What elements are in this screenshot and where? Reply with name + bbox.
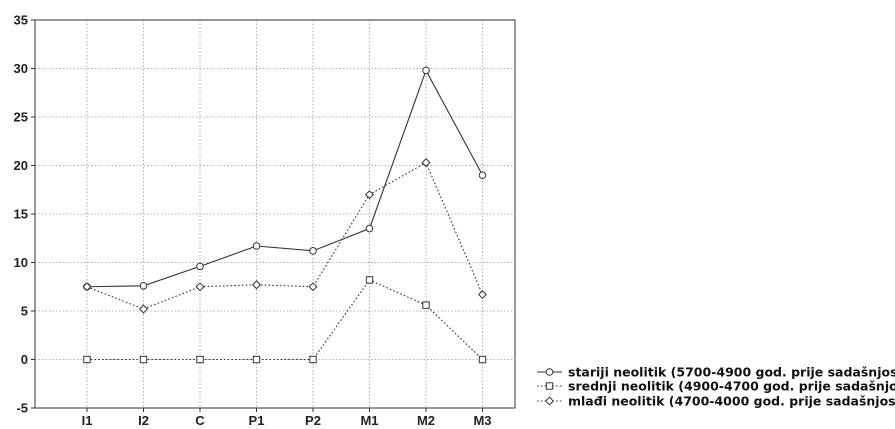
x-tick-label: M2 <box>417 413 435 428</box>
legend: stariji neolitik (5700-4900 god. prije s… <box>537 365 895 409</box>
data-point <box>196 355 204 364</box>
data-point <box>251 280 262 290</box>
x-tick-label: P2 <box>305 413 321 428</box>
data-point <box>196 262 204 271</box>
x-tick-label: P1 <box>249 413 265 428</box>
data-point <box>309 247 317 255</box>
legend-swatch-marker <box>544 396 555 406</box>
data-point <box>422 66 430 75</box>
series-srednji <box>83 276 487 364</box>
data-point <box>365 224 374 233</box>
legend-swatch-marker <box>545 368 554 376</box>
data-point <box>252 355 261 364</box>
data-point <box>478 355 487 364</box>
y-tick-label: 25 <box>14 110 28 125</box>
data-point <box>309 355 317 364</box>
y-tick-label: 15 <box>14 207 28 222</box>
x-tick-label: M1 <box>360 413 378 428</box>
data-point <box>139 355 148 364</box>
y-tick-label: 20 <box>14 158 28 173</box>
y-tick-label: 35 <box>14 13 28 28</box>
grid-lines <box>35 20 515 408</box>
series-mladji <box>82 158 488 314</box>
x-axis-ticks: I1 I2 C P1 P2 M1 M2 M3 <box>82 408 492 428</box>
series-line <box>86 69 483 288</box>
data-point <box>83 355 91 364</box>
x-tick-label: I1 <box>82 413 93 428</box>
legend-swatch-marker <box>545 382 554 390</box>
x-tick-label: M3 <box>473 413 491 428</box>
y-tick-label: -5 <box>16 401 28 416</box>
y-tick-label: 30 <box>14 61 28 76</box>
series-stariji <box>83 66 487 291</box>
data-point <box>195 282 205 292</box>
series-group <box>82 66 488 364</box>
data-point <box>364 190 375 200</box>
series-line <box>87 279 483 361</box>
series-line <box>86 161 484 310</box>
data-point <box>252 242 261 250</box>
data-point <box>82 282 92 292</box>
x-tick-label: C <box>195 413 205 428</box>
data-point <box>138 304 149 314</box>
data-point <box>365 276 374 284</box>
plot-frame <box>34 19 516 409</box>
legend-label: mlađi neolitik (4700-4000 god. prije sad… <box>568 394 895 409</box>
data-point <box>477 290 488 300</box>
x-tick-label: I2 <box>138 413 149 428</box>
legend-item-stariji: stariji neolitik (5700-4900 god. prije s… <box>537 365 895 380</box>
y-axis-ticks: -5 0 5 10 15 20 25 30 35 <box>14 13 35 416</box>
data-point <box>478 171 487 179</box>
data-point <box>421 158 431 168</box>
legend-item-mladji: mlađi neolitik (4700-4000 god. prije sad… <box>537 394 895 409</box>
data-point <box>139 281 148 290</box>
legend-label: stariji neolitik (5700-4900 god. prije s… <box>568 365 895 380</box>
legend-item-srednji: srednji neolitik (4900-4700 god. prije s… <box>537 379 895 394</box>
y-tick-label: 10 <box>14 255 28 270</box>
data-point <box>308 282 318 292</box>
y-tick-label: 0 <box>21 352 28 367</box>
legend-label: srednji neolitik (4900-4700 god. prije s… <box>568 379 895 394</box>
data-point <box>422 301 430 309</box>
y-tick-label: 5 <box>21 304 28 319</box>
